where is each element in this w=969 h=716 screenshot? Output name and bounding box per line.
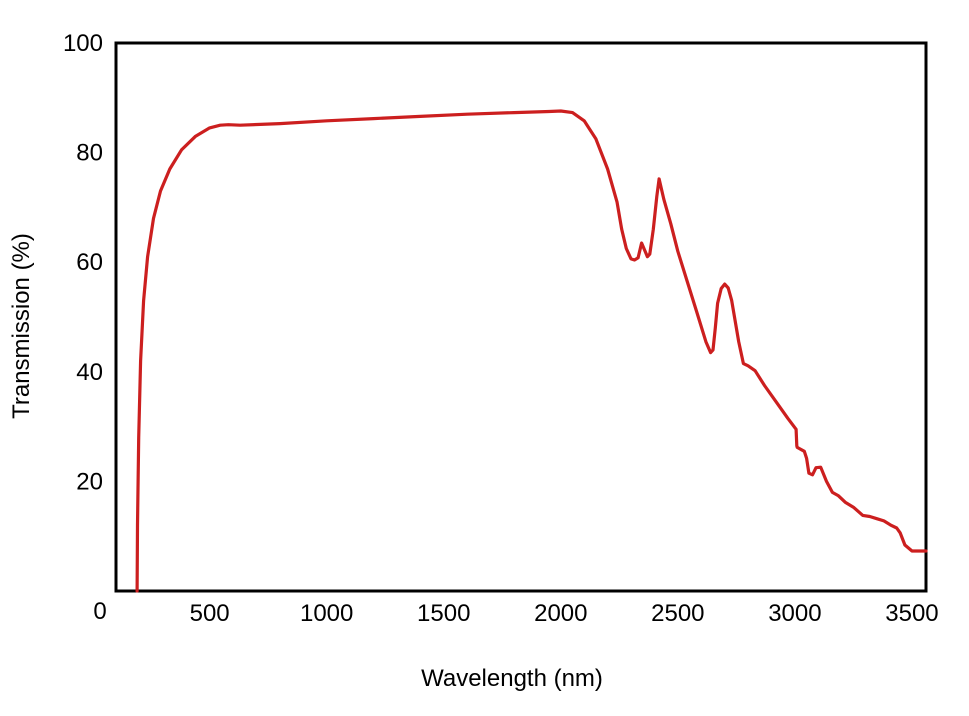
plot-frame: [114, 41, 928, 593]
y-axis-title: Transmission (%): [8, 233, 35, 419]
x-tick-label-1500: 1500: [417, 600, 470, 627]
x-tick-label-3500: 3500: [885, 600, 938, 627]
x-tick-label-3000: 3000: [768, 600, 821, 627]
x-axis-ticks: 500 1000 1500 2000 2500 3000 3500: [190, 600, 939, 627]
x-tick-label-1000: 1000: [300, 600, 353, 627]
y-tick-label-20: 20: [76, 468, 103, 495]
y-axis-ticks: 20 40 60 80 100: [63, 30, 103, 495]
y-tick-label-60: 60: [76, 249, 103, 276]
x-tick-label-2000: 2000: [534, 600, 587, 627]
transmission-series-line: [135, 109, 928, 593]
y-tick-label-80: 80: [76, 140, 103, 167]
x-axis-title: Wavelength (nm): [421, 665, 603, 692]
y-tick-label-100: 100: [63, 30, 103, 57]
origin-tick-label: 0: [93, 598, 106, 625]
y-tick-label-40: 40: [76, 359, 103, 386]
x-tick-label-2500: 2500: [651, 600, 704, 627]
x-tick-label-500: 500: [190, 600, 230, 627]
